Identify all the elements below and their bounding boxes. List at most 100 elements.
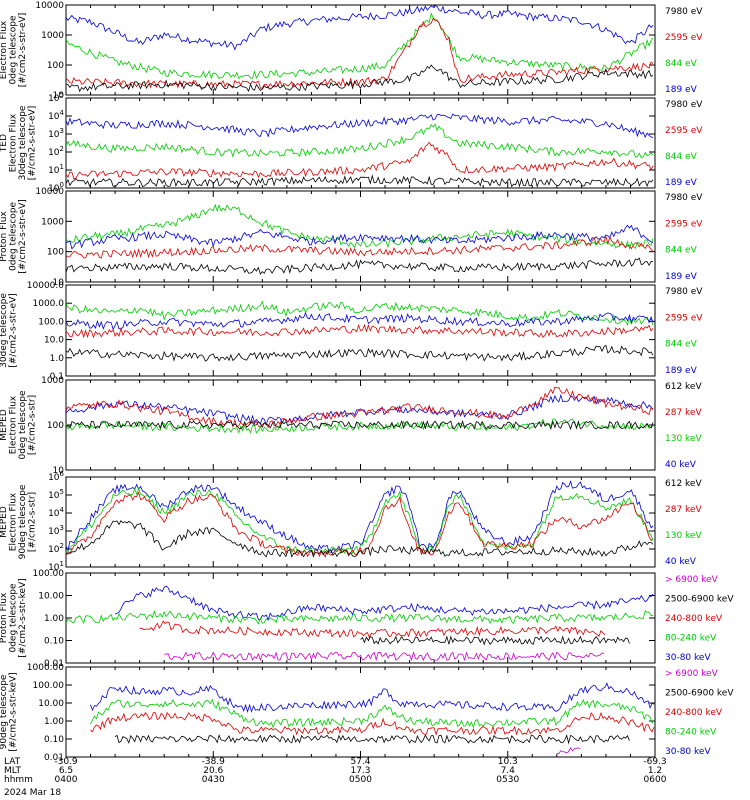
series-group: [66, 113, 654, 188]
series-30-80-kev: [90, 682, 655, 713]
legend-entry: 287 keV: [665, 505, 702, 515]
series-group: [90, 682, 655, 755]
y-tick-label: 10000.0: [27, 281, 64, 291]
y-tick-label: 105: [48, 488, 64, 501]
y-axis-label-line: 90deg telescope: [0, 674, 9, 749]
y-axis-label-line: MEPED: [0, 409, 9, 441]
series-189-ev: [66, 5, 654, 51]
y-tick-label: 10: [53, 278, 65, 288]
series-2595-ev: [66, 323, 654, 339]
x-tick-label: -30.9: [54, 757, 78, 767]
y-tick-label: 0.10: [44, 637, 64, 647]
x-tick-label: -69.3: [643, 757, 666, 767]
panel-7: 100.00 10.00 1.00 0.10 0.01 Proton Flux 0deg t…: [0, 569, 734, 669]
legend-entry: 189 eV: [665, 366, 698, 376]
y-axis-label: 30deg telescope [#/cm2-s-str-eV]: [0, 293, 19, 368]
panel-8: 1000.00 100.00 10.00 1.00 0.10 0.01 90deg tele…: [0, 663, 734, 763]
panel-4: 10000.0 1000.0 100.0 10.0 1.0 0.1 30deg telesc…: [0, 281, 703, 382]
legend-entry: 130 keV: [665, 531, 702, 541]
x-tick-label: -38.9: [202, 757, 226, 767]
series-group: [66, 386, 654, 434]
y-tick-label: 104: [48, 506, 64, 519]
y-tick-label: 102: [48, 542, 64, 555]
legend-entry: 612 keV: [665, 382, 702, 392]
legend-entry: 40 keV: [665, 460, 697, 470]
x-tick-label: 10.3: [498, 757, 518, 767]
series-844-ev: [66, 203, 654, 251]
legend-entry: 80-240 keV: [665, 634, 717, 644]
y-axis-label: 90deg telescope [#/cm2-s-str-keV]: [0, 672, 19, 751]
x-tick-label: 17.3: [350, 766, 370, 776]
y-tick-label: 106: [48, 470, 64, 483]
y-tick-label: 100: [47, 248, 64, 258]
y-tick-label: 1000: [41, 31, 64, 41]
series-130-kev: [66, 418, 654, 434]
y-tick-label: 100.00: [33, 569, 65, 579]
series-612-kev: [66, 520, 654, 558]
y-axis-label-line: [#/cm2-s-str-eV]: [28, 106, 38, 181]
x-tick-label: 20.6: [203, 766, 223, 776]
legend-entry: 240-800 keV: [665, 614, 723, 624]
legend-entry: 2500-6900 keV: [665, 689, 734, 699]
x-row-label: hhmm: [4, 775, 33, 785]
y-axis-label-line: 0deg telescope: [9, 15, 19, 85]
y-axis-label-line: MEPED: [0, 506, 9, 538]
legend-entry: 7980 eV: [665, 193, 703, 203]
x-axis-annotations: LAT -30.9 -38.9 57.4 10.3 -69.3 MLT 6.5 20.6 17.3…: [4, 757, 667, 798]
series-189-ev: [66, 224, 654, 250]
x-tick-label: 0530: [496, 775, 519, 785]
series-844-ev: [66, 300, 654, 326]
y-axis-label-line: [#/cm2-s-str]: [28, 395, 38, 455]
y-tick-label: 1.00: [44, 717, 64, 727]
y-tick-label: 102: [48, 145, 64, 158]
legend-entry: 844 eV: [665, 152, 698, 162]
legend-entry: 2595 eV: [665, 33, 703, 43]
panel-2: 105 104 103 102 101 100 TED Electron Flux 30deg …: [0, 91, 703, 194]
y-tick-label: 104: [48, 109, 64, 122]
y-tick-label: 100.00: [33, 681, 65, 691]
y-tick-label: 10000: [35, 1, 64, 11]
y-axis-label: TED Electron Flux 30deg telescope [#/cm2-s-…: [0, 105, 38, 180]
y-axis-label-line: Proton Flux: [0, 592, 9, 643]
x-row-label: LAT: [4, 757, 21, 767]
panel-frame: [65, 666, 656, 758]
y-tick-label: 100: [47, 421, 64, 431]
series-7980-ev: [66, 174, 654, 188]
y-tick-label: 103: [48, 524, 64, 537]
y-tick-label: 1000: [41, 217, 64, 227]
panel-3: 10000 1000 100 10 Proton Flux 0deg telescope[…: [0, 187, 703, 288]
y-tick-label: 103: [48, 127, 64, 140]
series-group: [66, 585, 654, 662]
series--6900-kev: [164, 651, 605, 662]
panel-1: 10000 1000 100 10 Electron Flux 0deg telescop…: [0, 1, 703, 101]
plot-date: 2024 Mar 18: [4, 788, 61, 798]
legend-entry: 130 keV: [665, 434, 702, 444]
legend-entry: 80-240 keV: [665, 728, 717, 738]
x-tick-label: 1.2: [648, 766, 662, 776]
y-tick-label: 0.1: [50, 372, 64, 382]
legend-entry: 844 eV: [665, 59, 698, 69]
y-tick-label: 10: [53, 91, 65, 101]
y-axis-label-line: 30deg telescope: [0, 293, 9, 368]
legend-entry: 240-800 keV: [665, 708, 723, 718]
legend-entry: > 6900 keV: [665, 669, 719, 679]
legend-entry: 2500-6900 keV: [665, 595, 734, 605]
x-tick-label: 0430: [202, 775, 225, 785]
y-axis-label-line: [#/cm2-s-str-keV]: [9, 672, 19, 751]
series-2595-ev: [66, 235, 654, 259]
y-tick-label: 1000.00: [27, 663, 64, 673]
y-tick-label: 0.10: [44, 735, 64, 745]
y-axis-label-line: Electron Flux: [9, 113, 19, 172]
series-189-ev: [66, 113, 654, 139]
legend-entry: 7980 eV: [665, 100, 703, 110]
y-tick-label: 10000: [35, 187, 64, 197]
legend-entry: 2595 eV: [665, 313, 703, 323]
y-axis-label-line: [#/cm2-s-str-eV]: [18, 199, 28, 274]
series-844-ev: [66, 12, 654, 80]
y-axis-label: Proton Flux 0deg telescope [#/cm2-s-str-ke…: [0, 578, 28, 657]
y-axis-label-line: 0deg telescope: [18, 390, 28, 460]
series-group: [66, 300, 654, 362]
legend-entry: 40 keV: [665, 557, 697, 567]
series-7980-ev: [66, 344, 654, 362]
